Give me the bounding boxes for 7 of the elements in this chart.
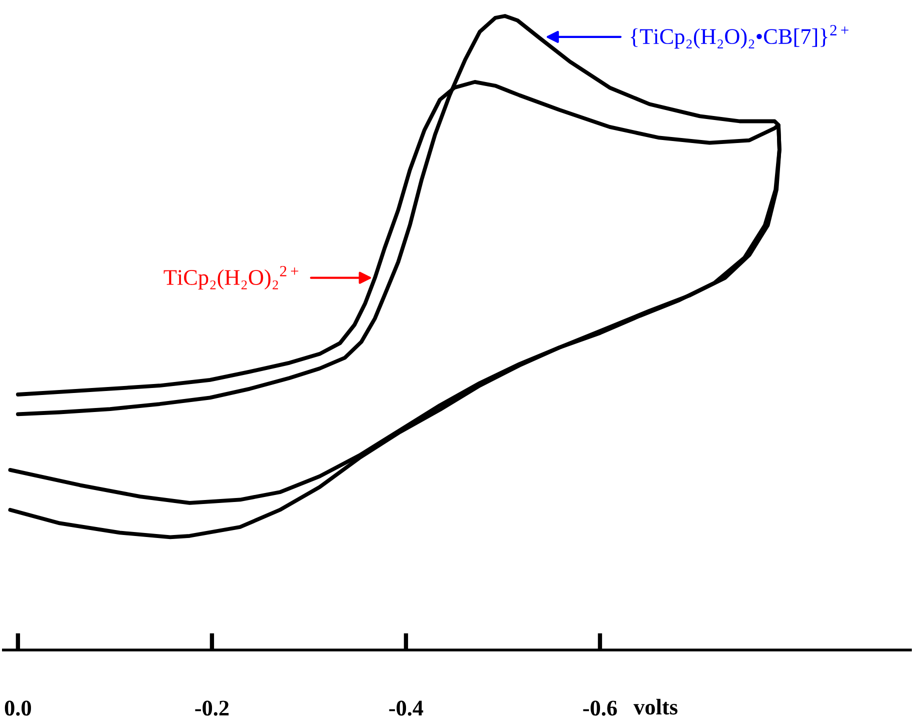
x-tick-label: -0.6: [583, 700, 617, 716]
x-tick-label: -0.4: [389, 700, 424, 716]
x-tick-label: 0.0: [4, 700, 31, 716]
annotation: {TiCp₂(H₂O)₂•CB[7]}$^{2+}$: [630, 25, 848, 49]
x-axis-title: volts: [634, 698, 678, 715]
x-tick-label: -0.2: [195, 700, 229, 716]
annotation: TiCp₂(H₂O)₂$^{2+}$: [164, 266, 298, 290]
